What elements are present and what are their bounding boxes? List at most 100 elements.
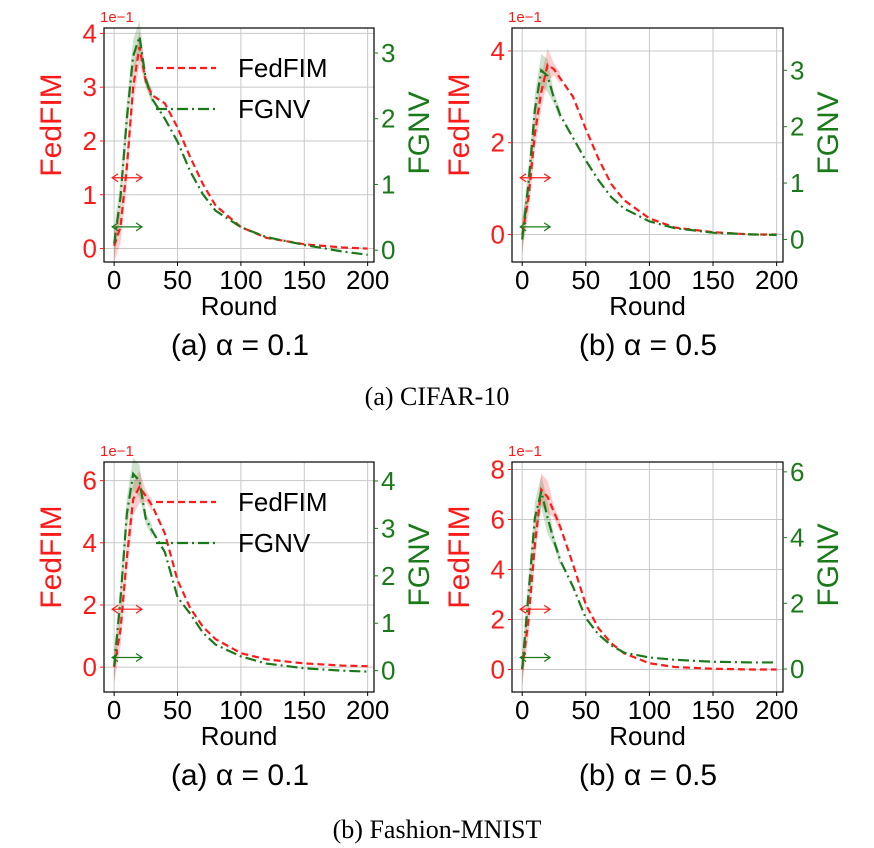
left-y-tick-label: 4	[491, 36, 505, 66]
right-y-tick-label: 2	[381, 104, 395, 134]
right-y-tick-label: 1	[790, 168, 804, 198]
x-tick-label: 50	[163, 695, 192, 725]
group-caption-cifar10: (a) CIFAR-10	[365, 382, 510, 411]
right-y-tick-label: 0	[790, 224, 804, 254]
left-y-tick-label: 4	[491, 555, 505, 585]
left-axis-multiplier: 1e−1	[100, 443, 134, 460]
right-y-tick-label: 3	[790, 55, 804, 85]
right-y-tick-label: 0	[381, 235, 395, 265]
series-line-fgnv	[521, 491, 777, 670]
legend: FedFIM FGNV	[156, 487, 328, 558]
fedfim-axis-arrow	[111, 604, 144, 614]
left-y-axis-label: FedFIM	[35, 73, 68, 176]
panel-subcaption: (a) α = 0.1	[171, 759, 309, 792]
right-y-axis-label: FGNV	[812, 91, 845, 174]
x-tick-label: 100	[219, 695, 262, 725]
axes-frame	[103, 27, 375, 263]
left-y-axis-label: FedFIM	[35, 505, 68, 608]
arrow-head-left	[111, 653, 119, 662]
left-y-tick-label: 1	[83, 180, 97, 210]
x-tick-label: 150	[283, 265, 326, 295]
left-y-tick-label: 4	[83, 18, 97, 48]
right-y-tick-label: 1	[381, 608, 395, 638]
left-y-tick-label: 2	[83, 126, 97, 156]
left-y-tick-label: 0	[83, 652, 97, 682]
left-y-tick-label: 2	[83, 590, 97, 620]
left-y-tick-label: 6	[491, 505, 505, 535]
x-tick-label: 100	[219, 265, 262, 295]
x-tick-label: 50	[571, 695, 600, 725]
arrow-head-left	[111, 222, 119, 232]
series-line-fedfim	[521, 486, 777, 671]
right-y-tick-label: 3	[381, 513, 395, 543]
axes-frame	[511, 27, 784, 263]
fgnv-axis-arrow	[519, 222, 552, 232]
left-y-tick-label: 2	[491, 605, 505, 635]
x-tick-label: 0	[515, 695, 529, 725]
left-axis-multiplier: 1e−1	[100, 9, 134, 26]
chart-panel-2: 0 50 100 150 200 0 2 4 0 1 2 3 1e−1 Round FedFIM FGNV (b…	[443, 9, 845, 362]
panel-subcaption: (b) α = 0.5	[579, 329, 717, 362]
x-axis-label: Round	[609, 721, 686, 751]
right-y-tick-label: 2	[790, 588, 804, 618]
arrow-head-left	[519, 604, 527, 614]
x-tick-label: 0	[107, 695, 121, 725]
right-y-tick-label: 4	[381, 466, 395, 496]
arrow-head-right	[543, 222, 552, 232]
fgnv-axis-arrow	[519, 653, 552, 662]
left-axis-multiplier: 1e−1	[508, 9, 542, 26]
x-tick-label: 150	[691, 695, 734, 725]
right-y-tick-label: 2	[381, 561, 395, 591]
right-y-tick-label: 1	[381, 169, 395, 199]
arrow-head-left	[111, 173, 119, 183]
x-tick-label: 0	[107, 265, 121, 295]
left-axis-multiplier: 1e−1	[508, 443, 542, 460]
grid	[104, 28, 374, 262]
variance-band-fgnv	[114, 20, 153, 260]
arrow-head-left	[519, 653, 527, 662]
x-tick-label: 200	[346, 695, 389, 725]
fedfim-axis-arrow	[519, 604, 552, 614]
right-y-axis-label: FGNV	[812, 523, 845, 606]
group-caption-fashion-mnist: (b) Fashion-MNIST	[333, 815, 542, 844]
x-tick-label: 200	[755, 265, 798, 295]
x-tick-label: 150	[691, 265, 734, 295]
left-y-axis-label: FedFIM	[443, 73, 476, 176]
x-tick-label: 100	[628, 695, 671, 725]
series-line-fgnv	[521, 68, 777, 240]
legend-label-fgnv: FGNV	[238, 528, 311, 558]
grid	[512, 28, 783, 262]
x-tick-label: 0	[515, 265, 529, 295]
arrow-head-left	[519, 173, 527, 183]
x-tick-label: 50	[571, 265, 600, 295]
right-y-axis-label: FGNV	[403, 91, 436, 174]
legend-label-fgnv: FGNV	[238, 94, 311, 124]
arrow-head-right	[543, 604, 552, 614]
x-tick-label: 100	[628, 265, 671, 295]
right-y-tick-label: 6	[790, 457, 804, 487]
arrow-head-right	[543, 173, 552, 183]
legend-label-fedfim: FedFIM	[238, 53, 328, 83]
chart-panel-3: 0 50 100 150 200 0 2 4 6 0 1 2 3 4 1e−1 Round FedFIM FGNV…	[35, 443, 436, 792]
axes-frame	[103, 461, 375, 693]
left-y-tick-label: 6	[83, 466, 97, 496]
x-axis-label: Round	[609, 291, 686, 321]
right-y-tick-label: 0	[381, 656, 395, 686]
variance-band-fgnv	[114, 457, 153, 683]
panel-subcaption: (a) α = 0.1	[171, 329, 309, 362]
arrow-head-right	[135, 173, 144, 183]
legend: FedFIM FGNV	[156, 53, 328, 124]
fgnv-axis-arrow	[111, 653, 144, 662]
variance-band-fgnv	[522, 53, 561, 256]
x-axis-label: Round	[201, 721, 278, 751]
axes-frame	[511, 461, 784, 693]
arrow-head-left	[519, 222, 527, 232]
grid	[104, 462, 374, 692]
right-y-tick-label: 3	[381, 38, 395, 68]
x-tick-label: 150	[283, 695, 326, 725]
chart-panel-4: 0 50 100 150 200 0 2 4 6 8 0 2 4 6 1e−1 Round FedFIM FGNV…	[443, 443, 845, 792]
fedfim-axis-arrow	[111, 173, 144, 183]
right-y-tick-label: 4	[790, 523, 804, 553]
grid	[512, 462, 783, 692]
series-line-fgnv	[113, 36, 368, 256]
